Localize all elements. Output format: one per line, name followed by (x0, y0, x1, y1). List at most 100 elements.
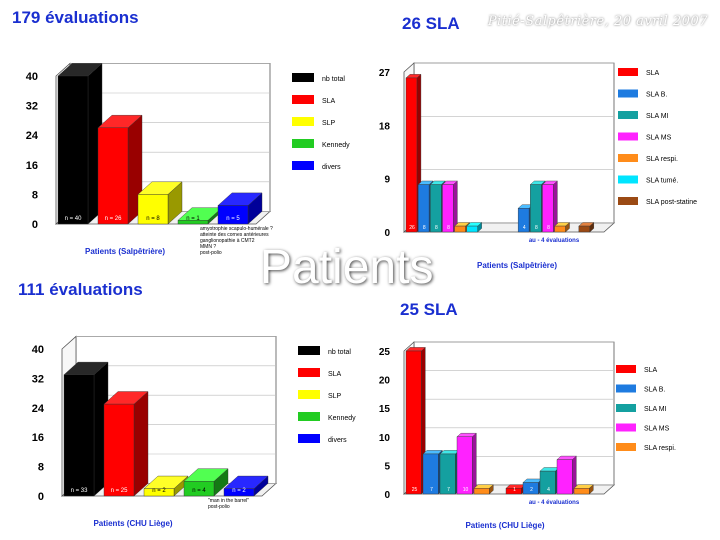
legend-swatch (616, 443, 636, 451)
legend-label: SLA MI (644, 406, 667, 413)
y-tick-label: 15 (379, 404, 391, 415)
legend-label: Kennedy (322, 142, 350, 149)
data-label: n = 33 (71, 488, 89, 494)
legend-swatch (292, 95, 314, 104)
data-label: 4 (547, 487, 550, 493)
legend-swatch (618, 175, 638, 184)
y-tick-label: 40 (26, 71, 38, 83)
data-label: 7 (430, 487, 433, 493)
data-label: n = 8 (146, 216, 160, 222)
chart-title-tl: 179 évaluations (12, 8, 139, 27)
y-tick-label: 5 (384, 461, 390, 472)
y-tick-label: 27 (379, 68, 391, 79)
y-tick-label: 18 (379, 121, 391, 132)
legend-swatch (292, 161, 314, 170)
bar-nb-total (57, 75, 89, 225)
data-label: 8 (547, 225, 550, 231)
x-axis-label: Patients (Salpêtrière) (85, 247, 165, 256)
legend-label: Kennedy (328, 415, 356, 422)
legend-swatch (616, 384, 636, 393)
legend-label: SLP (322, 120, 336, 127)
data-label: n = 4 (192, 488, 206, 494)
bar-sla-b- (517, 208, 530, 233)
bar-slp (137, 194, 169, 225)
bar-sla-respi- (573, 488, 590, 495)
legend-label: divers (322, 164, 341, 171)
data-label: 10 (463, 487, 469, 493)
bar-sla-respi- (454, 225, 466, 233)
bar-slp (143, 488, 175, 497)
watermark-text: Patients (260, 241, 434, 294)
chart-tl: 0 8 16 24 32 40 n = 40 n = 26 n = 8 n = 1 n = 5 nb … (26, 62, 350, 256)
legend-swatch (298, 346, 320, 355)
bar-sla-b- (522, 482, 539, 495)
y-tick-label: 10 (379, 433, 391, 444)
y-tick-label: 24 (26, 130, 39, 142)
y-tick-label: 0 (384, 228, 390, 239)
slide-subtitle: Pitié-Salpêtrière, 20 avril 2007 (487, 14, 708, 29)
chart-tr: 0 9 18 27 26 8 8 8 4 8 8 au - 4 évaluations SLA SLA B… (379, 62, 697, 270)
legend-label: SLA tumé. (646, 178, 678, 185)
data-label: n = 2 (232, 488, 246, 494)
bar-sla (405, 77, 418, 233)
group-label: au - 4 évaluations (529, 500, 580, 506)
bar-nb-total (63, 374, 95, 497)
data-label: n = 2 (152, 488, 166, 494)
legend-label: SLP (328, 393, 342, 400)
data-label: 4 (523, 225, 526, 231)
bar-sla (97, 127, 129, 225)
bar-sla (505, 488, 522, 495)
legend-label: SLA MS (644, 426, 670, 433)
data-label: n = 40 (65, 216, 83, 222)
bar-sla-ms (556, 459, 573, 495)
legend-swatch (298, 412, 320, 421)
data-label: 25 (412, 487, 418, 493)
bar-kennedy (177, 220, 209, 225)
panel-top-left: 179 évaluations 0 8 16 24 32 40 n = 40 n = 26 n … (0, 0, 360, 270)
bar-divers (217, 205, 249, 225)
bar-sla-b- (417, 184, 430, 233)
bar-sla-ms (456, 436, 473, 495)
legend-swatch (298, 390, 320, 399)
bar-sla-mi (430, 184, 442, 233)
legend-label: nb total (322, 76, 345, 83)
bar-sla-respi- (554, 225, 566, 233)
bar-sla-mi (539, 470, 556, 495)
bar-sla-mi (439, 453, 456, 495)
data-label: 26 (409, 225, 415, 231)
annotation: "man in the barrel" (208, 498, 249, 504)
chart-bl: 0 8 16 24 32 40 n = 33 n = 25 n = 2 n = 4 n = 2 nb … (32, 335, 356, 528)
data-label: 8 (423, 225, 426, 231)
legend-label: SLA (322, 98, 336, 105)
y-tick-label: 8 (32, 189, 38, 201)
legend-swatch (618, 68, 638, 76)
data-label: 2 (530, 487, 533, 493)
legend-label: SLA B. (646, 92, 667, 99)
legend-label: SLA (646, 70, 660, 77)
annotation: ganglionopathie à CMT2 (200, 238, 255, 244)
y-tick-label: 24 (32, 403, 45, 415)
y-tick-label: 0 (384, 490, 390, 501)
chart-title-br: 25 SLA (400, 300, 458, 319)
chart-br: 0 5 10 15 20 25 25 7 7 10 1 2 4 au - 4 évaluations SLA… (379, 341, 676, 530)
x-axis-label: Patients (Salpêtrière) (477, 261, 557, 270)
annotation: post-polio (208, 504, 230, 510)
legend-label: SLA MI (646, 113, 669, 120)
bar-sla-b- (422, 453, 439, 495)
bar-sla-post-statine (578, 225, 590, 233)
legend-swatch (292, 117, 314, 126)
bar-kennedy (183, 481, 215, 497)
panel-top-right: 26 SLA 0 9 18 27 26 8 8 8 4 8 8 au - 4 évaluations S… (360, 0, 720, 270)
legend-swatch (616, 423, 636, 432)
legend-swatch (618, 89, 638, 98)
legend-label: divers (328, 437, 347, 444)
legend-swatch (298, 434, 320, 443)
annotation: amyotrophie scapulo-humérale ? (200, 226, 273, 232)
y-tick-label: 9 (384, 175, 390, 186)
y-tick-label: 40 (32, 344, 44, 356)
legend-swatch (616, 404, 636, 412)
bar-sla (103, 403, 135, 497)
annotation: atteinte des cornes antérieures (200, 232, 269, 238)
y-tick-label: 16 (26, 160, 38, 172)
legend-swatch (292, 73, 314, 82)
